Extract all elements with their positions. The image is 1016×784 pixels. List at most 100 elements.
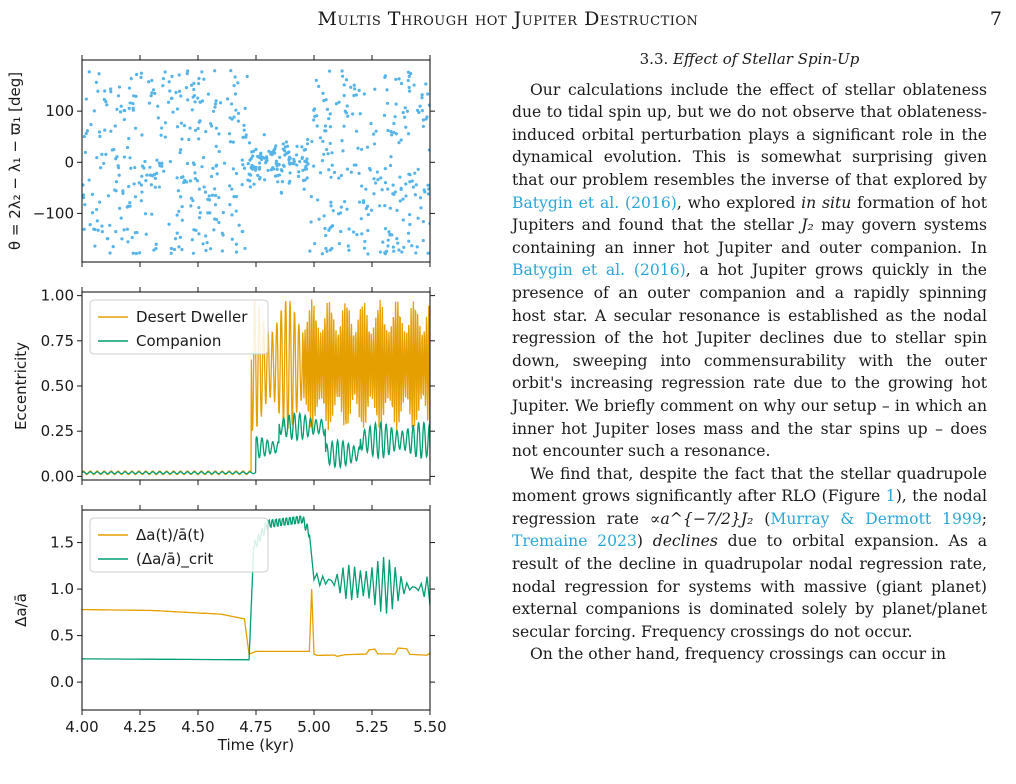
scatter-point <box>129 77 133 81</box>
scatter-point <box>228 184 232 188</box>
scatter-point <box>320 159 325 163</box>
text-column: 3.3. Effect of Stellar Spin-Up Our calcu… <box>512 48 987 666</box>
section-title: Effect of Stellar Spin-Up <box>673 50 860 68</box>
scatter-point <box>214 163 219 167</box>
scatter-point <box>228 140 233 144</box>
scatter-point <box>234 242 239 246</box>
scatter-point <box>421 220 425 224</box>
scatter-point <box>191 199 195 203</box>
scatter-point <box>426 192 430 196</box>
scatter-point <box>103 128 107 132</box>
scatter-point <box>366 252 370 256</box>
scatter-point <box>230 102 234 106</box>
scatter-point <box>144 179 148 183</box>
citation-link[interactable]: Batygin et al. (2016) <box>512 261 686 280</box>
scatter-point <box>413 193 417 197</box>
scatter-point <box>89 122 93 127</box>
scatter-point <box>342 83 346 87</box>
scatter-point <box>412 83 416 87</box>
scatter-point <box>176 189 180 193</box>
scatter-point <box>322 214 326 218</box>
scatter-point <box>404 182 408 186</box>
scatter-point <box>372 142 377 146</box>
citation-link[interactable]: 1 <box>885 487 896 506</box>
scatter-point <box>201 155 206 160</box>
scatter-point <box>344 78 349 82</box>
scatter-point <box>391 245 395 249</box>
scatter-point <box>84 131 88 136</box>
scatter-point <box>149 94 153 98</box>
scatter-point <box>180 204 184 209</box>
scatter-point <box>300 156 304 161</box>
scatter-point <box>421 124 426 129</box>
scatter-point <box>177 89 182 93</box>
scatter-point <box>197 232 201 236</box>
scatter-point <box>339 229 343 234</box>
scatter-point <box>404 125 408 129</box>
scatter-point <box>288 179 292 183</box>
scatter-point <box>160 161 164 165</box>
scatter-point <box>309 195 313 199</box>
scatter-point <box>130 235 134 240</box>
scatter-point <box>197 205 201 210</box>
scatter-point <box>408 212 412 217</box>
scatter-point <box>122 155 127 159</box>
scatter-point <box>242 166 247 170</box>
paragraph-text: ( <box>753 509 771 528</box>
scatter-point <box>156 116 160 120</box>
scatter-point <box>272 167 276 171</box>
scatter-point <box>177 245 181 249</box>
scatter-point <box>168 89 172 93</box>
scatter-point <box>105 103 109 107</box>
citation-link[interactable]: Batygin et al. (2016) <box>512 193 677 212</box>
scatter-point <box>355 233 359 237</box>
scatter-point <box>181 175 185 179</box>
scatter-point <box>98 134 102 138</box>
scatter-point <box>407 89 412 93</box>
scatter-point <box>330 246 334 251</box>
scatter-point <box>189 83 194 87</box>
scatter-point <box>410 179 414 183</box>
scatter-point <box>420 96 424 100</box>
scatter-point <box>397 77 401 81</box>
scatter-point <box>338 211 343 215</box>
scatter-point <box>173 236 178 241</box>
plot-area <box>82 69 430 256</box>
paragraph-text: ), the nodal regression rate <box>512 487 987 528</box>
scatter-point <box>419 206 423 210</box>
scatter-point <box>288 171 292 175</box>
scatter-point <box>234 195 239 199</box>
panel-semimajor-spread: 0.0 0.5 1.0 1.5 4.00 4.25 4.50 4.75 5.00 5.25 5.50… <box>12 505 447 754</box>
legend-box <box>89 299 269 355</box>
citation-link[interactable]: Murray & Dermott 1999 <box>770 509 982 528</box>
scatter-point <box>134 251 139 256</box>
scatter-point <box>258 152 263 157</box>
scatter-point <box>384 249 389 253</box>
scatter-point <box>187 137 191 142</box>
scatter-point <box>217 132 221 136</box>
citation-link[interactable]: Tremaine 2023 <box>512 532 637 551</box>
scatter-point <box>231 167 235 171</box>
emphasis: declines <box>652 532 718 551</box>
scatter-point <box>325 249 329 253</box>
scatter-point <box>305 137 310 142</box>
scatter-point <box>301 178 306 183</box>
scatter-point <box>82 134 86 139</box>
scatter-point <box>364 187 368 191</box>
scatter-point <box>163 121 168 125</box>
paragraph-text: formation of hot Jupiters and found that… <box>512 193 987 235</box>
scatter-point <box>269 152 273 156</box>
scatter-point <box>100 229 104 234</box>
scatter-point <box>396 241 400 245</box>
scatter-point <box>117 85 122 89</box>
scatter-point <box>358 112 362 116</box>
scatter-point <box>328 112 332 116</box>
math: J₂ <box>801 216 814 235</box>
plot-area <box>82 299 430 476</box>
scatter-point <box>156 104 160 108</box>
scatter-point <box>329 175 333 179</box>
scatter-point <box>147 80 151 84</box>
scatter-point <box>243 246 247 251</box>
scatter-point <box>308 249 312 253</box>
paragraph: On the other hand, frequency crossings c… <box>512 643 987 666</box>
